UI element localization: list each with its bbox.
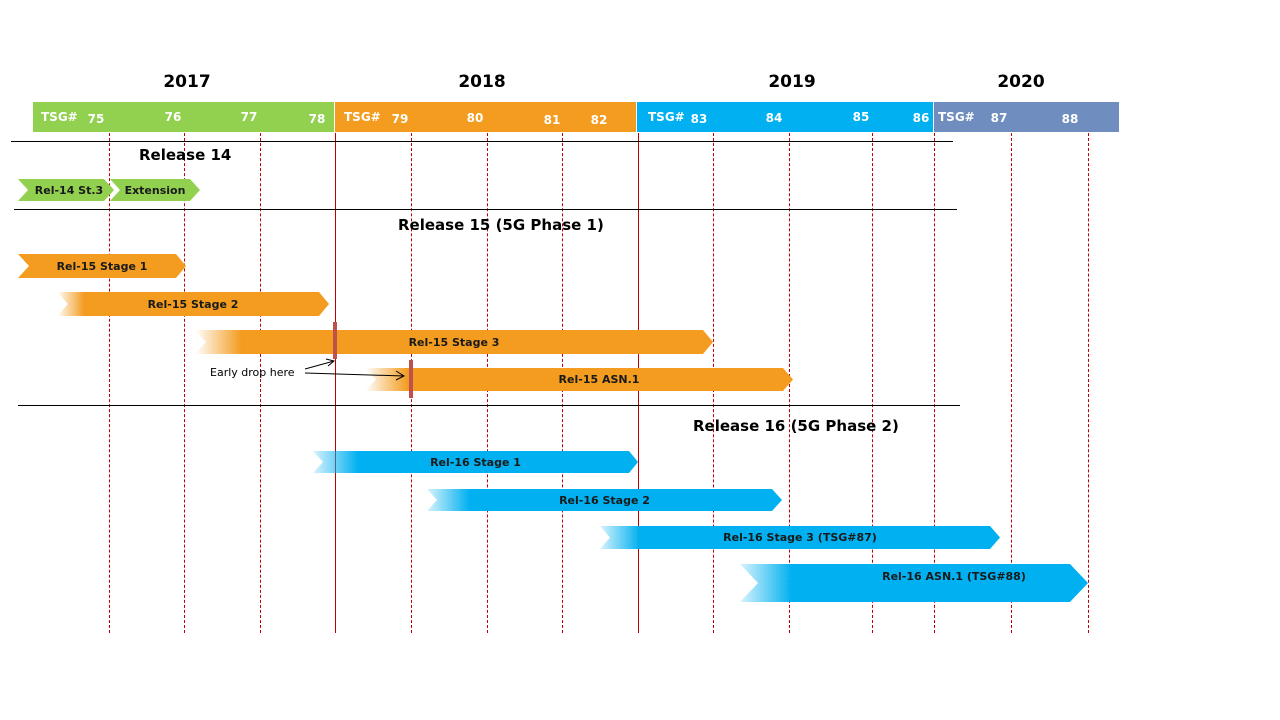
bar-rel15-stage1: Rel-15 Stage 1 (18, 254, 186, 278)
bar-rel15-stage2: Rel-15 Stage 2 (57, 292, 329, 316)
meeting-76: 76 (164, 110, 182, 124)
release-14-title: Release 14 (139, 146, 232, 164)
chevron-shape (365, 368, 793, 391)
meeting-87: 87 (990, 111, 1008, 125)
early-drop-annotation: Early drop here (210, 366, 295, 379)
gridline-85 (872, 133, 873, 633)
meeting-77: 77 (240, 110, 258, 124)
chevron-shape (18, 254, 186, 278)
meeting-86: 86 (912, 111, 930, 125)
early-drop-marker-stage3 (333, 322, 337, 359)
tsg-prefix-2020: TSG# (938, 110, 975, 124)
year-2020: 2020 (997, 72, 1045, 92)
chevron-shape (57, 292, 329, 316)
bar-label: Rel-16 ASN.1 (TSG#88) (882, 570, 1026, 583)
gridline-year-2018 (335, 133, 336, 633)
band-2019 (637, 102, 933, 132)
gridline-87 (1011, 133, 1012, 633)
bar-label: Rel-14 St.3 (34, 183, 104, 197)
meeting-85: 85 (852, 110, 870, 124)
bar-label: Rel-16 Stage 3 (TSG#87) (723, 531, 877, 544)
gridline-77 (260, 133, 261, 633)
bar-label: Rel-15 Stage 3 (408, 335, 500, 349)
band-2017 (33, 102, 334, 132)
meeting-82: 82 (590, 113, 608, 127)
gridline-75 (109, 133, 110, 633)
bar-label: Extension (124, 183, 186, 197)
bar-label: Rel-15 Stage 2 (147, 297, 239, 311)
meeting-84: 84 (765, 111, 783, 125)
separator-rel14-rel15 (14, 209, 957, 210)
year-2018: 2018 (458, 72, 506, 92)
early-drop-marker-asn1 (409, 360, 413, 398)
meeting-75: 75 (87, 112, 105, 126)
bar-label: Rel-15 ASN.1 (558, 373, 640, 386)
chevron-shape (18, 179, 114, 201)
meeting-81: 81 (543, 113, 561, 127)
bar-rel15-asn1: Rel-15 ASN.1 (365, 368, 793, 391)
chevron-shape (313, 451, 638, 473)
bar-rel16-stage3: Rel-16 Stage 3 (TSG#87) (600, 526, 1000, 549)
year-2017: 2017 (163, 72, 211, 92)
separator-rel15-rel16 (18, 405, 960, 406)
gridline-88 (1088, 133, 1089, 633)
meeting-83: 83 (690, 112, 708, 126)
meeting-88: 88 (1061, 112, 1079, 126)
year-2019: 2019 (768, 72, 816, 92)
gridline-86 (934, 133, 935, 633)
gridline-76 (184, 133, 185, 633)
chevron-shape (195, 330, 713, 354)
meeting-78: 78 (308, 112, 326, 126)
bar-rel16-asn1: Rel-16 ASN.1 (TSG#88) (740, 564, 1088, 602)
meeting-80: 80 (466, 111, 484, 125)
chevron-shape (427, 489, 782, 511)
release-15-title: Release 15 (5G Phase 1) (398, 216, 604, 234)
chevron-shape (740, 564, 1088, 602)
band-2018 (335, 102, 636, 132)
band-2020 (934, 102, 1119, 132)
tsg-prefix-2018: TSG# (344, 110, 381, 124)
bar-label: Rel-16 Stage 1 (430, 455, 521, 469)
meeting-79: 79 (391, 112, 409, 126)
bar-rel15-stage3: Rel-15 Stage 3 (195, 330, 713, 354)
chevron-shape (110, 179, 200, 201)
bar-rel16-stage2: Rel-16 Stage 2 (427, 489, 782, 511)
bar-label: Rel-15 Stage 1 (56, 259, 148, 273)
tsg-prefix-2019: TSG# (648, 110, 685, 124)
separator-top (11, 141, 953, 142)
bar-rel16-stage1: Rel-16 Stage 1 (313, 451, 638, 473)
bar-rel14-st3: Rel-14 St.3 (18, 179, 114, 201)
release-16-title: Release 16 (5G Phase 2) (693, 417, 899, 435)
bar-rel14-extension: Extension (110, 179, 200, 201)
bar-label: Rel-16 Stage 2 (559, 493, 650, 507)
early-drop-arrows-icon (304, 358, 406, 381)
tsg-prefix-2017: TSG# (41, 110, 78, 124)
chevron-shape (600, 526, 1000, 549)
